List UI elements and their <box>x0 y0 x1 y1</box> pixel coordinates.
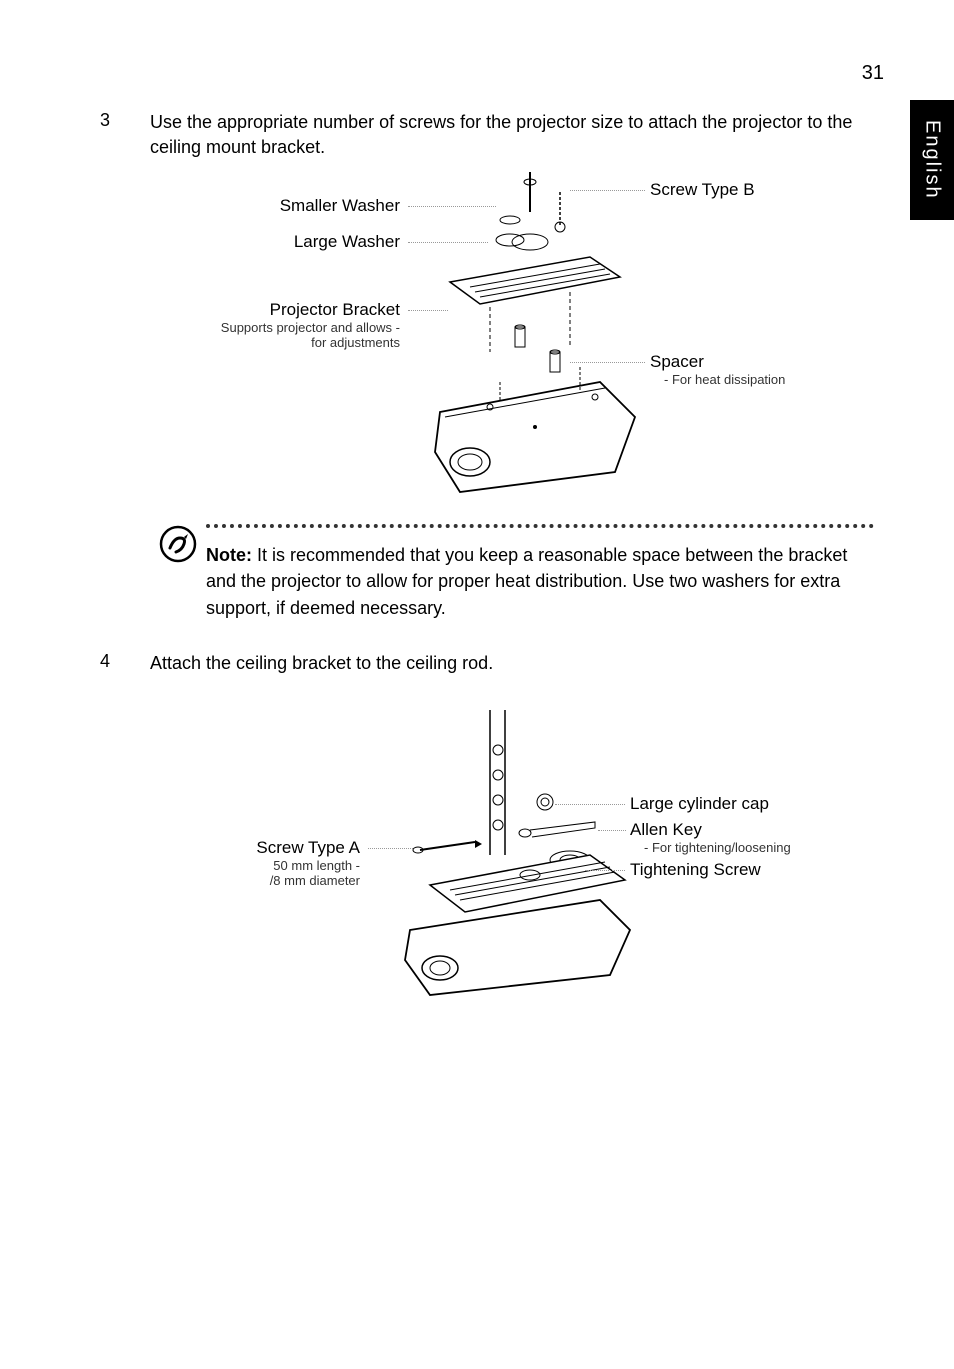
leader-line <box>555 804 625 805</box>
leader-line <box>585 870 625 871</box>
language-tab: English <box>910 100 954 220</box>
diagram-2-illustration <box>370 700 640 1000</box>
label-tightening-screw: Tightening Screw <box>630 860 761 880</box>
diagram-1-illustration <box>420 172 640 502</box>
note-icon <box>150 524 206 564</box>
label-screw-type-a-sub2: /8 mm diameter <box>150 873 360 888</box>
page-content: 3 Use the appropriate number of screws f… <box>100 110 874 1020</box>
note-block: Note: It is recommended that you keep a … <box>150 524 874 620</box>
leader-line <box>598 830 626 831</box>
note-prefix: Note: <box>206 545 252 565</box>
leader-line <box>368 848 413 849</box>
label-allen-key-sub: - For tightening/loosening <box>644 840 791 855</box>
leader-line <box>408 242 488 243</box>
note-divider <box>206 524 874 528</box>
leader-line <box>570 362 645 363</box>
step-3: 3 Use the appropriate number of screws f… <box>100 110 874 160</box>
label-allen-key: Allen Key <box>630 820 791 840</box>
label-spacer-sub: - For heat dissipation <box>664 372 785 387</box>
label-screw-type-a: Screw Type A <box>150 838 360 858</box>
step-4-text: Attach the ceiling bracket to the ceilin… <box>150 651 493 676</box>
note-text: Note: It is recommended that you keep a … <box>206 542 874 620</box>
label-projector-bracket-sub1: Supports projector and allows - <box>150 320 400 335</box>
diagram-2: Screw Type A 50 mm length - /8 mm diamet… <box>150 700 874 1020</box>
label-screw-type-b: Screw Type B <box>650 180 755 200</box>
leader-line <box>570 190 645 191</box>
leader-line <box>408 206 496 207</box>
step-4: 4 Attach the ceiling bracket to the ceil… <box>100 651 874 676</box>
label-large-washer: Large Washer <box>150 232 400 252</box>
label-smaller-washer: Smaller Washer <box>150 196 400 216</box>
step-3-text: Use the appropriate number of screws for… <box>150 110 874 160</box>
label-large-cylinder-cap: Large cylinder cap <box>630 794 769 814</box>
label-spacer: Spacer <box>650 352 785 372</box>
label-projector-bracket: Projector Bracket <box>150 300 400 320</box>
step-3-number: 3 <box>100 110 150 160</box>
diagram-1: Smaller Washer Large Washer Projector Br… <box>150 172 874 512</box>
label-projector-bracket-sub2: for adjustments <box>150 335 400 350</box>
leader-line <box>408 310 448 311</box>
language-tab-label: English <box>921 120 944 200</box>
note-body: It is recommended that you keep a reason… <box>206 545 847 617</box>
label-screw-type-a-sub1: 50 mm length - <box>150 858 360 873</box>
page-number: 31 <box>862 62 884 85</box>
step-4-number: 4 <box>100 651 150 676</box>
